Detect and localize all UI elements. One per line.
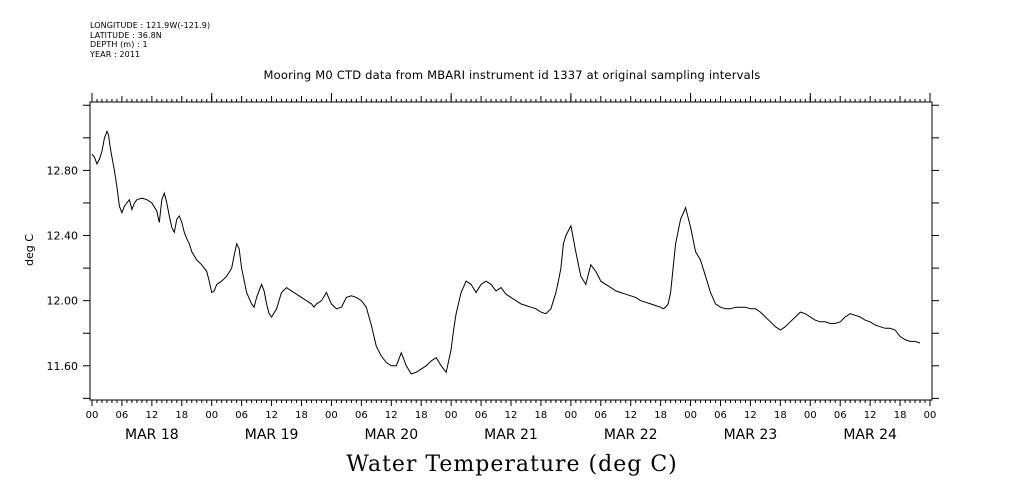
x-hour-tick-label: 12 <box>505 410 518 421</box>
x-hour-tick-label: 12 <box>864 410 877 421</box>
x-hour-tick-label: 00 <box>804 410 817 421</box>
x-hour-tick-label: 06 <box>714 410 727 421</box>
y-tick-label: 12.40 <box>47 230 79 243</box>
x-hour-tick-label: 06 <box>475 410 488 421</box>
x-hour-tick-label: 12 <box>624 410 637 421</box>
longitude-label: LONGITUDE : 121.9W(-121.9) <box>90 21 211 30</box>
x-hour-tick-label: 12 <box>744 410 757 421</box>
x-hour-tick-label: 18 <box>894 410 907 421</box>
temperature-series-line <box>91 130 921 375</box>
y-tick-label: 11.60 <box>47 360 79 373</box>
x-hour-tick-label: 00 <box>205 410 218 421</box>
metadata-block: LONGITUDE : 121.9W(-121.9) LATITUDE : 36… <box>90 21 210 59</box>
x-hour-tick-label: 12 <box>385 410 398 421</box>
x-hour-tick-label: 18 <box>175 410 188 421</box>
chart-axes <box>89 93 933 406</box>
x-hour-tick-label: 18 <box>774 410 787 421</box>
x-hour-tick-label: 00 <box>684 410 697 421</box>
x-axis-ticks: 00 06 12 18 00 06 12 18 00 06 12 18 00 06 12 18 00 06 12 18… <box>86 410 937 443</box>
depth-label: DEPTH (m) : 1 <box>90 40 148 49</box>
x-day-label: MAR 21 <box>484 427 538 443</box>
x-hour-tick-label: 00 <box>86 410 99 421</box>
x-day-label: MAR 20 <box>364 427 418 443</box>
y-axis-label: deg C <box>23 234 36 266</box>
x-hour-tick-label: 18 <box>654 410 667 421</box>
x-day-label: MAR 23 <box>724 427 778 443</box>
x-hour-tick-label: 00 <box>564 410 577 421</box>
y-tick-label: 12.80 <box>47 164 79 177</box>
x-hour-tick-label: 06 <box>594 410 607 421</box>
x-hour-tick-label: 12 <box>265 410 278 421</box>
x-hour-tick-label: 18 <box>535 410 548 421</box>
x-hour-tick-label: 18 <box>415 410 428 421</box>
y-tick-label: 12.00 <box>47 295 79 308</box>
x-axis-label: Water Temperature (deg C) <box>346 452 678 477</box>
x-day-label: MAR 18 <box>125 427 179 443</box>
chart-title: Mooring M0 CTD data from MBARI instrumen… <box>263 68 761 82</box>
x-hour-tick-label: 00 <box>325 410 338 421</box>
x-day-label: MAR 19 <box>245 427 299 443</box>
x-day-label: MAR 22 <box>604 427 658 443</box>
y-axis-ticks: 11.60 12.00 12.40 12.80 <box>47 104 939 399</box>
year-label: YEAR : 2011 <box>90 49 141 59</box>
x-hour-tick-label: 00 <box>445 410 458 421</box>
x-hour-tick-label: 06 <box>355 410 368 421</box>
latitude-label: LATITUDE : 36.8N <box>90 30 162 40</box>
x-hour-tick-label: 18 <box>295 410 308 421</box>
x-day-label: MAR 24 <box>843 427 897 443</box>
x-hour-tick-label: 00 <box>924 410 937 421</box>
x-hour-tick-label: 12 <box>145 410 158 421</box>
x-hour-tick-label: 06 <box>235 410 248 421</box>
plot-frame <box>89 101 933 401</box>
x-hour-tick-label: 06 <box>834 410 847 421</box>
x-hour-tick-label: 06 <box>116 410 129 421</box>
